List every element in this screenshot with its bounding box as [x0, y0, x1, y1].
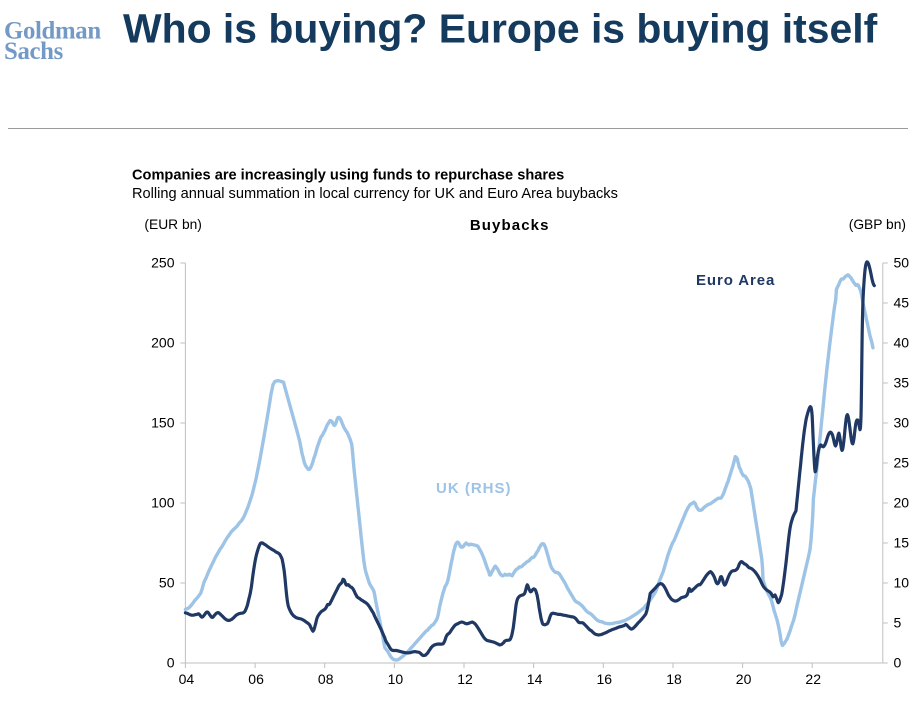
svg-text:100: 100: [151, 495, 175, 511]
svg-text:10: 10: [388, 671, 404, 687]
svg-text:20: 20: [894, 495, 910, 511]
svg-text:200: 200: [151, 335, 175, 351]
svg-text:08: 08: [318, 671, 334, 687]
svg-text:14: 14: [527, 671, 543, 687]
svg-text:250: 250: [151, 255, 175, 271]
svg-text:Rolling annual summation in lo: Rolling annual summation in local curren…: [132, 186, 618, 202]
svg-text:Goldman: Goldman: [4, 17, 101, 44]
svg-text:15: 15: [894, 535, 910, 551]
svg-text:30: 30: [894, 415, 910, 431]
svg-text:12: 12: [457, 671, 473, 687]
svg-text:22: 22: [805, 671, 821, 687]
svg-text:45: 45: [894, 295, 910, 311]
svg-text:5: 5: [894, 615, 902, 631]
svg-text:150: 150: [151, 415, 175, 431]
svg-text:0: 0: [894, 655, 902, 671]
svg-text:UK (RHS): UK (RHS): [436, 480, 512, 497]
svg-text:Companies are increasingly usi: Companies are increasingly using funds t…: [132, 167, 564, 183]
svg-text:16: 16: [597, 671, 613, 687]
svg-text:Sachs: Sachs: [4, 38, 64, 65]
svg-text:Euro Area: Euro Area: [696, 272, 775, 289]
svg-text:10: 10: [894, 575, 910, 591]
svg-text:Buybacks: Buybacks: [470, 217, 550, 234]
svg-text:(EUR bn): (EUR bn): [144, 217, 202, 232]
svg-text:06: 06: [248, 671, 264, 687]
svg-text:50: 50: [894, 255, 910, 271]
svg-text:25: 25: [894, 455, 910, 471]
svg-text:20: 20: [736, 671, 752, 687]
svg-text:0: 0: [167, 655, 175, 671]
svg-text:04: 04: [179, 671, 195, 687]
svg-text:40: 40: [894, 335, 910, 351]
svg-text:(GBP bn): (GBP bn): [849, 217, 906, 232]
svg-text:35: 35: [894, 375, 910, 391]
svg-text:50: 50: [159, 575, 175, 591]
svg-text:18: 18: [666, 671, 682, 687]
svg-text:Who is buying? Europe is buyin: Who is buying? Europe is buying itself: [123, 6, 878, 52]
